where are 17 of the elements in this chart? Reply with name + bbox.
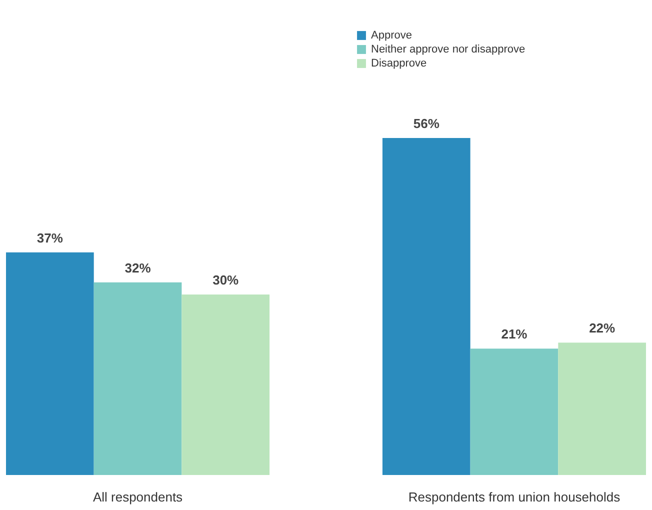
data-label: 37% [36,230,64,246]
data-label: 32% [124,260,152,276]
data-label: 30% [212,272,240,288]
bar [382,138,470,475]
bar [94,282,182,475]
data-label: 22% [589,320,616,336]
legend-label: Neither approve nor disapprove [371,44,526,56]
bar [470,348,558,475]
data-label: 56% [413,116,440,131]
legend-label: Approve [371,30,412,42]
x-tick-label: All respondents [92,490,184,504]
legend-label: Disapprove [371,58,427,70]
bar [6,252,94,475]
bar [182,294,270,475]
bar [558,342,646,475]
x-tick-label: Respondents from union households [408,490,621,504]
data-label: 21% [501,326,528,342]
